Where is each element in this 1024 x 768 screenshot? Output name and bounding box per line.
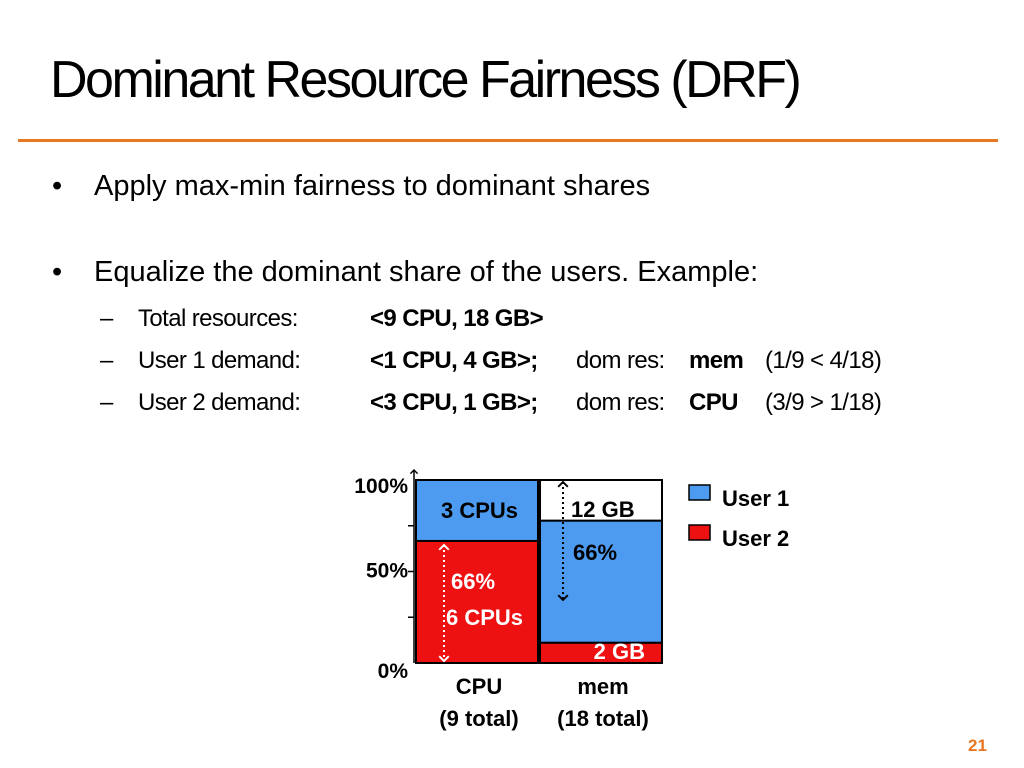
page-number: 21 xyxy=(968,736,987,755)
sub-bullet-label: User 2 demand: xyxy=(138,389,301,416)
bar-annotation: 12 GB xyxy=(571,497,635,522)
bar-annotation: 3 CPUs xyxy=(441,498,518,523)
bullet-text: Equalize the dominant share of the users… xyxy=(94,256,759,288)
bar-user-1-0 xyxy=(415,479,539,542)
bar-annotation: 6 CPUs xyxy=(446,605,523,630)
title-rule xyxy=(18,139,998,142)
x-tick-label: (9 total) xyxy=(439,706,518,731)
legend-swatch xyxy=(688,524,711,541)
legend-label: User 1 xyxy=(722,486,789,511)
sub-bullet-symbol: – xyxy=(100,389,113,416)
sub-bullet-value: <9 CPU, 18 GB> xyxy=(370,305,544,332)
bullet-text: Apply max-min fairness to dominant share… xyxy=(94,170,651,202)
slide-title: Dominant Resource Fairness (DRF) xyxy=(50,51,802,109)
sub-bullet-label: User 1 demand: xyxy=(138,347,301,374)
sub-bullet-symbol: – xyxy=(100,347,113,374)
dom-res-label: dom res: xyxy=(576,347,665,374)
dom-res-ratio: (1/9 < 4/18) xyxy=(765,347,882,374)
dom-res-label: dom res: xyxy=(576,389,665,416)
dom-res-ratio: (3/9 > 1/18) xyxy=(765,389,882,416)
sub-bullet-symbol: – xyxy=(100,305,113,332)
x-tick-label: mem xyxy=(577,674,628,699)
dom-res-value: CPU xyxy=(689,389,738,416)
bar-annotation: 2 GB xyxy=(594,639,645,664)
bar-annotation: 66% xyxy=(573,540,617,565)
sub-bullet-value: <3 CPU, 1 GB>; xyxy=(370,389,538,416)
dom-res-value: mem xyxy=(689,347,744,374)
y-tick-label: 100% xyxy=(354,475,408,498)
y-tick-label: 0% xyxy=(378,660,409,683)
bar-user-1-1 xyxy=(539,519,663,644)
bullet-symbol: • xyxy=(52,170,63,202)
legend-label: User 2 xyxy=(722,526,789,551)
bar-annotation: 66% xyxy=(451,569,495,594)
x-tick-label: (18 total) xyxy=(557,706,649,731)
bar-user-2-0 xyxy=(415,539,539,665)
y-tick-label: 50% xyxy=(366,560,408,583)
bullet-symbol: • xyxy=(52,256,63,288)
x-tick-label: CPU xyxy=(456,674,502,699)
sub-bullet-value: <1 CPU, 4 GB>; xyxy=(370,347,538,374)
legend-swatch xyxy=(688,484,711,501)
sub-bullet-label: Total resources: xyxy=(138,305,298,332)
